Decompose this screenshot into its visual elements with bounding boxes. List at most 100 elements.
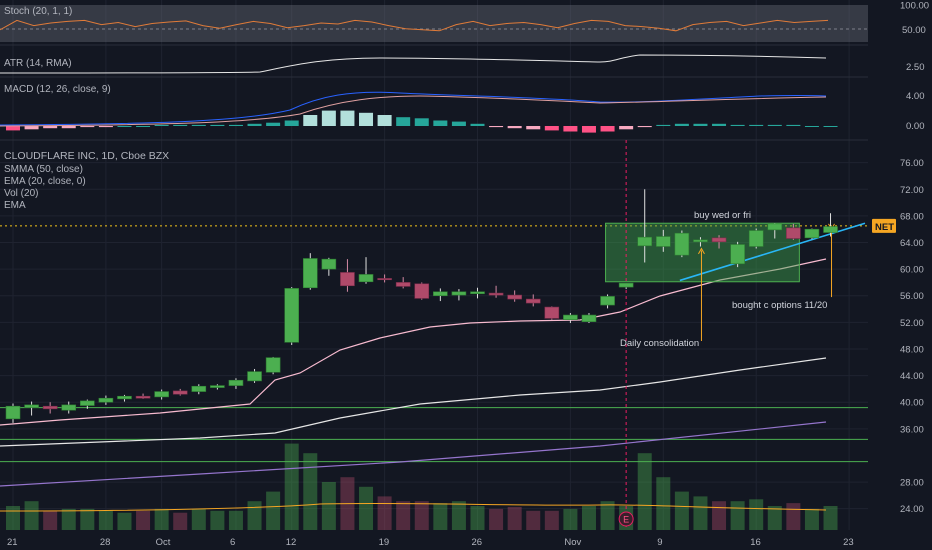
atr-label: ATR (14, RMA) xyxy=(4,58,72,69)
moving-averages xyxy=(0,258,827,487)
consolidation-zone xyxy=(605,222,800,283)
candle-body xyxy=(786,227,801,239)
macd-histogram-bar xyxy=(563,126,578,132)
volume-bar xyxy=(507,506,522,530)
symbol-title: CLOUDFLARE INC, 1D, Cboe BZX xyxy=(4,150,169,162)
earnings-marker-text: E xyxy=(623,515,629,525)
candle-body xyxy=(340,272,355,287)
price-tick-label: 36.00 xyxy=(900,424,924,435)
candle-body xyxy=(507,294,522,300)
volume-bar xyxy=(43,510,58,530)
volume-bar xyxy=(526,510,541,530)
volume-bar xyxy=(489,508,504,530)
candle-body xyxy=(544,306,560,319)
macd-histogram-bar xyxy=(749,124,764,126)
annotation-bought: bought c options 11/20 xyxy=(732,300,827,311)
time-tick-label: 21 xyxy=(7,537,18,548)
macd-histogram-bar xyxy=(526,126,541,130)
candle-body xyxy=(228,379,244,386)
volume-bar xyxy=(136,510,151,530)
macd-histogram-bar xyxy=(804,126,819,127)
candle-body xyxy=(302,258,318,289)
volume-bar xyxy=(804,508,819,530)
macd-histogram-bar xyxy=(303,115,318,126)
volume-bar xyxy=(656,477,671,530)
macd-histogram-bar xyxy=(637,126,652,128)
volume-bar xyxy=(80,508,95,530)
price-tick-label: 40.00 xyxy=(900,398,924,409)
volume-bar xyxy=(61,508,76,530)
volume-label: Vol (20) xyxy=(4,188,38,199)
volume-bar xyxy=(433,503,448,530)
volume-bar xyxy=(600,501,615,530)
annotation-buy: buy wed or fri xyxy=(694,210,751,221)
macd-histogram-bar xyxy=(489,126,504,128)
macd-histogram-bar xyxy=(154,124,169,126)
candle-body xyxy=(117,395,132,400)
macd-histogram-bar xyxy=(266,122,281,126)
macd-histogram-bar xyxy=(340,110,355,126)
arrow-up-head xyxy=(698,247,705,255)
price-tick-label: 48.00 xyxy=(900,344,924,355)
candle-body xyxy=(5,405,21,420)
volume-bar xyxy=(693,496,708,530)
time-tick-label: 6 xyxy=(230,537,235,548)
volume-bar xyxy=(767,506,782,530)
macd-signal-line xyxy=(0,95,827,127)
candle-body xyxy=(600,296,615,306)
candle-body xyxy=(804,228,820,239)
volume-ema-label: EMA xyxy=(4,200,26,211)
candle-body xyxy=(80,400,95,406)
volume-bar xyxy=(581,506,596,530)
macd-histogram-bar xyxy=(767,124,782,126)
candle-body xyxy=(358,274,374,283)
time-tick-label: 23 xyxy=(843,537,854,548)
macd-histogram-bar xyxy=(581,126,596,133)
macd-label: MACD (12, 26, close, 9) xyxy=(4,84,111,95)
volume-bar xyxy=(321,482,336,530)
price-tick-label: 28.00 xyxy=(900,478,924,489)
volume-bar xyxy=(303,453,318,530)
macd-histogram-bar xyxy=(61,126,76,129)
candle-body xyxy=(395,282,411,287)
candle-body xyxy=(470,291,485,295)
candle-body xyxy=(748,230,764,247)
candle-body xyxy=(767,223,783,231)
volume-bar xyxy=(247,501,262,530)
long-ma-line xyxy=(0,421,827,487)
macd-histogram-bar xyxy=(210,124,225,126)
volume-bar xyxy=(284,443,299,530)
volume-bar xyxy=(396,501,411,530)
macd-histogram-bar xyxy=(674,123,689,126)
macd-tick-label: 4.00 xyxy=(906,91,925,102)
candle-body xyxy=(655,236,671,247)
time-tick-label: 19 xyxy=(379,537,390,548)
candle-body xyxy=(24,404,39,408)
symbol-price-tag xyxy=(872,218,896,233)
candle-body xyxy=(730,244,745,265)
candle-body xyxy=(581,314,597,322)
time-tick-label: 12 xyxy=(286,537,297,548)
volume-bar xyxy=(210,510,225,530)
price-tick-label: 68.00 xyxy=(900,211,924,222)
atr-tick-label: 2.50 xyxy=(906,62,925,73)
volume-bar xyxy=(730,501,745,530)
annotation-daily: Daily consolidation xyxy=(620,338,699,349)
candle-body xyxy=(247,371,262,382)
axis-background xyxy=(868,0,932,550)
ema-label: EMA (20, close, 0) xyxy=(4,176,86,187)
candle-body xyxy=(711,237,727,243)
candle-body xyxy=(61,404,77,411)
macd-tick-label: 0.00 xyxy=(906,121,925,132)
volume-ema-line xyxy=(0,502,827,512)
macd-histogram-bar xyxy=(377,115,392,126)
stoch-band xyxy=(0,5,868,42)
candle-body xyxy=(488,292,504,296)
price-tick-label: 72.00 xyxy=(900,185,924,196)
candle-body xyxy=(525,298,541,304)
macd-histogram-bar xyxy=(451,121,466,126)
stoch-line xyxy=(0,19,829,32)
candle-body xyxy=(823,226,838,233)
candle-body xyxy=(172,390,188,395)
